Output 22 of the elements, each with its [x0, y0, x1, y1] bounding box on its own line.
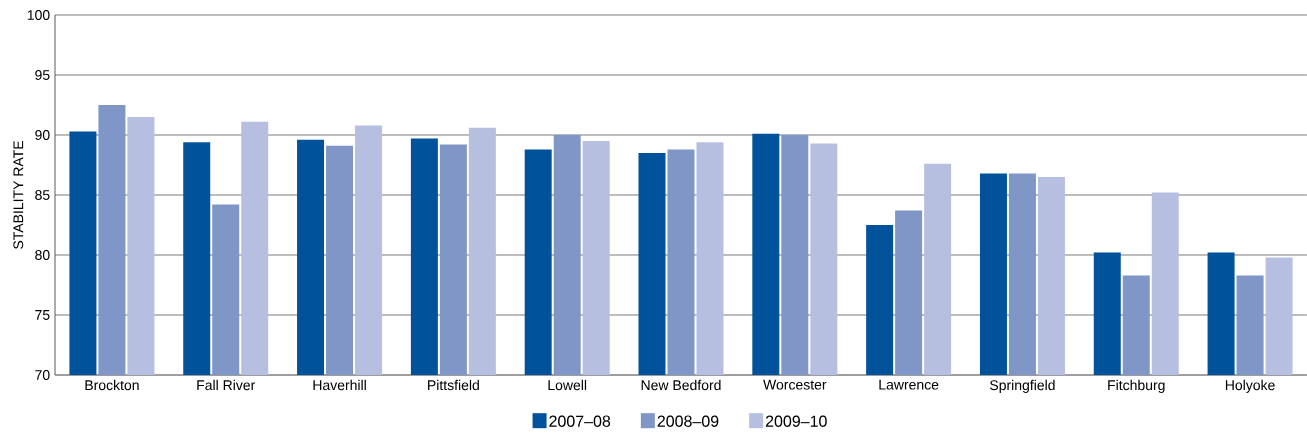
- x-tick-label: Lowell: [548, 379, 587, 391]
- y-tick-label: 85: [35, 190, 50, 200]
- y-tick-label: 80: [35, 250, 50, 260]
- legend-label: 2007–08: [549, 415, 611, 427]
- y-tick-label: 70: [35, 370, 50, 380]
- x-tick-label: Fitchburg: [1108, 379, 1165, 393]
- x-tick-label: Lawrence: [879, 379, 939, 390]
- legend-label: 2009–10: [765, 415, 827, 427]
- y-tick-label: 90: [35, 130, 50, 140]
- x-tick-label: Pittsfield: [428, 379, 479, 391]
- y-axis-title: STABILITY RATE: [13, 140, 24, 249]
- x-tick-label: Worcester: [763, 379, 827, 390]
- y-tick-label: 75: [35, 310, 50, 320]
- x-tick-label: Holyoke: [1225, 379, 1275, 393]
- y-tick-label: 100: [27, 10, 50, 20]
- x-tick-label: Haverhill: [313, 379, 366, 391]
- legend-label: 2008–09: [657, 415, 719, 427]
- x-tick-label: Springfield: [990, 379, 1055, 393]
- y-tick-label: 95: [35, 70, 50, 80]
- x-tick-label: Fall River: [197, 379, 256, 391]
- x-tick-label: New Bedford: [641, 379, 721, 391]
- x-tick-label: Brockton: [85, 379, 139, 391]
